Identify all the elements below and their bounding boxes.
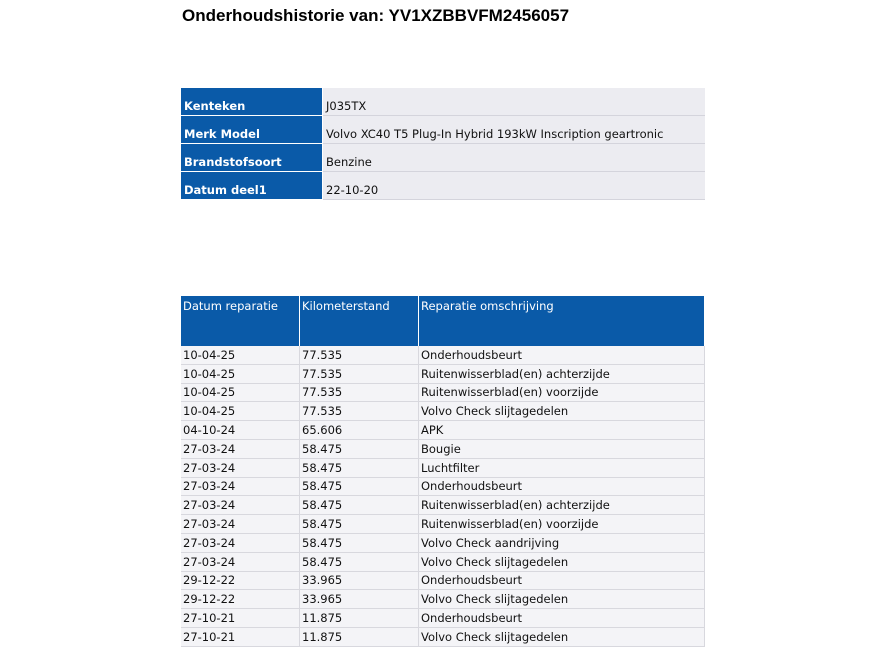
mileage-cell: 58.475 bbox=[299, 477, 419, 497]
mileage-cell: 77.535 bbox=[299, 383, 419, 403]
mileage-cell: 58.475 bbox=[299, 514, 419, 534]
description-cell: Volvo Check aandrijving bbox=[418, 533, 705, 553]
description-cell: Bougie bbox=[418, 439, 705, 459]
description-cell: Onderhoudsbeurt bbox=[418, 346, 705, 365]
description-cell: Volvo Check slijtagedelen bbox=[418, 627, 705, 647]
mileage-cell: 58.475 bbox=[299, 552, 419, 572]
table-row: 29-12-22 33.965 Onderhoudsbeurt bbox=[181, 571, 705, 591]
description-cell: APK bbox=[418, 420, 705, 440]
header-description: Reparatie omschrijving bbox=[418, 296, 705, 346]
date-cell: 29-12-22 bbox=[181, 589, 300, 610]
table-row: 27-03-24 58.475 Bougie bbox=[181, 439, 705, 459]
date-cell: 04-10-24 bbox=[181, 420, 300, 440]
date-cell: 29-12-22 bbox=[181, 571, 300, 591]
info-value: Benzine bbox=[322, 143, 705, 172]
date-cell: 27-10-21 bbox=[181, 627, 300, 647]
description-cell: Ruitenwisserblad(en) voorzijde bbox=[418, 514, 705, 534]
table-header-row: Datum reparatie Kilometerstand Reparatie… bbox=[181, 296, 705, 346]
date-cell: 27-03-24 bbox=[181, 439, 300, 459]
description-cell: Volvo Check slijtagedelen bbox=[418, 589, 705, 610]
description-cell: Volvo Check slijtagedelen bbox=[418, 401, 705, 422]
date-cell: 27-03-24 bbox=[181, 495, 300, 516]
table-row: 10-04-25 77.535 Ruitenwisserblad(en) voorz… bbox=[181, 383, 705, 403]
description-cell: Volvo Check slijtagedelen bbox=[418, 552, 705, 572]
mileage-cell: 58.475 bbox=[299, 439, 419, 459]
table-row: 27-03-24 58.475 Volvo Check aandrijving bbox=[181, 533, 705, 553]
table-row: 27-03-24 58.475 Ruitenwisserblad(en) voorz… bbox=[181, 514, 705, 534]
mileage-cell: 77.535 bbox=[299, 364, 419, 384]
header-mileage: Kilometerstand bbox=[299, 296, 419, 346]
header-date: Datum reparatie bbox=[181, 296, 300, 346]
mileage-cell: 33.965 bbox=[299, 571, 419, 591]
mileage-cell: 11.875 bbox=[299, 627, 419, 647]
table-row: 10-04-25 77.535 Volvo Check slijtagedelen bbox=[181, 401, 705, 422]
page-title: Onderhoudshistorie van: YV1XZBBVFM245605… bbox=[182, 6, 570, 25]
info-value: J035TX bbox=[322, 88, 705, 116]
description-cell: Ruitenwisserblad(en) achterzijde bbox=[418, 495, 705, 516]
info-row: Kenteken J035TX bbox=[181, 88, 705, 116]
info-row: Datum deel1 22-10-20 bbox=[181, 171, 705, 200]
date-cell: 27-10-21 bbox=[181, 608, 300, 628]
date-cell: 10-04-25 bbox=[181, 401, 300, 422]
table-row: 29-12-22 33.965 Volvo Check slijtagedelen bbox=[181, 589, 705, 610]
date-cell: 10-04-25 bbox=[181, 383, 300, 403]
description-cell: Onderhoudsbeurt bbox=[418, 571, 705, 591]
mileage-cell: 58.475 bbox=[299, 533, 419, 553]
table-row: 27-10-21 11.875 Onderhoudsbeurt bbox=[181, 608, 705, 628]
info-row: Brandstofsoort Benzine bbox=[181, 143, 705, 172]
table-row: 27-10-21 11.875 Volvo Check slijtagedelen bbox=[181, 627, 705, 647]
info-value: Volvo XC40 T5 Plug-In Hybrid 193kW Inscr… bbox=[322, 115, 705, 144]
vehicle-info-table: Kenteken J035TX Merk Model Volvo XC40 T5 Pl… bbox=[181, 88, 705, 200]
table-row: 10-04-25 77.535 Ruitenwisserblad(en) achte… bbox=[181, 364, 705, 384]
mileage-cell: 77.535 bbox=[299, 401, 419, 422]
description-cell: Luchtfilter bbox=[418, 458, 705, 478]
info-row: Merk Model Volvo XC40 T5 Plug-In Hybrid 1… bbox=[181, 115, 705, 144]
table-row: 27-03-24 58.475 Volvo Check slijtagedelen bbox=[181, 552, 705, 572]
mileage-cell: 58.475 bbox=[299, 495, 419, 516]
table-row: 27-03-24 58.475 Ruitenwisserblad(en) achte… bbox=[181, 495, 705, 516]
date-cell: 27-03-24 bbox=[181, 477, 300, 497]
info-label: Kenteken bbox=[181, 88, 323, 116]
date-cell: 27-03-24 bbox=[181, 533, 300, 553]
mileage-cell: 33.965 bbox=[299, 589, 419, 610]
description-cell: Ruitenwisserblad(en) voorzijde bbox=[418, 383, 705, 403]
mileage-cell: 77.535 bbox=[299, 346, 419, 365]
info-value: 22-10-20 bbox=[322, 171, 705, 200]
maintenance-history-table: Datum reparatie Kilometerstand Reparatie… bbox=[181, 296, 705, 647]
mileage-cell: 65.606 bbox=[299, 420, 419, 440]
info-label: Datum deel1 bbox=[181, 171, 323, 200]
info-label: Brandstofsoort bbox=[181, 143, 323, 172]
date-cell: 27-03-24 bbox=[181, 458, 300, 478]
info-label: Merk Model bbox=[181, 115, 323, 144]
mileage-cell: 11.875 bbox=[299, 608, 419, 628]
date-cell: 27-03-24 bbox=[181, 514, 300, 534]
table-row: 27-03-24 58.475 Luchtfilter bbox=[181, 458, 705, 478]
date-cell: 10-04-25 bbox=[181, 346, 300, 365]
description-cell: Onderhoudsbeurt bbox=[418, 608, 705, 628]
table-row: 04-10-24 65.606 APK bbox=[181, 420, 705, 440]
description-cell: Ruitenwisserblad(en) achterzijde bbox=[418, 364, 705, 384]
description-cell: Onderhoudsbeurt bbox=[418, 477, 705, 497]
date-cell: 10-04-25 bbox=[181, 364, 300, 384]
table-row: 10-04-25 77.535 Onderhoudsbeurt bbox=[181, 346, 705, 365]
mileage-cell: 58.475 bbox=[299, 458, 419, 478]
table-row: 27-03-24 58.475 Onderhoudsbeurt bbox=[181, 477, 705, 497]
date-cell: 27-03-24 bbox=[181, 552, 300, 572]
